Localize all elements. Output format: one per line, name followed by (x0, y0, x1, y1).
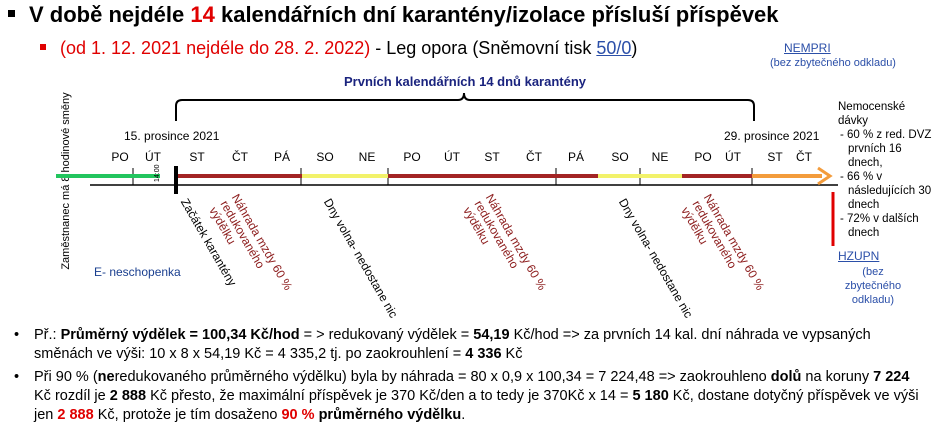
day-label: PÁ (273, 150, 291, 164)
date-start: 15. prosince 2021 (124, 129, 220, 143)
day-label: ÚT (444, 150, 460, 164)
start-time: 14:00 (154, 164, 161, 182)
day-label: ST (767, 150, 783, 164)
arrow-head-icon (817, 166, 833, 186)
nempri-note: (bez zbytečného odkladu) (770, 57, 896, 69)
brace-label: Prvních kalendářních 14 dnů karantény (343, 74, 587, 89)
snemovni-tisk-link[interactable]: 50/0 (596, 38, 632, 58)
nempri-link[interactable]: NEMPRI (784, 41, 831, 55)
day-label: ÚT (145, 150, 161, 164)
day-label: ÚT (725, 150, 741, 164)
note-comparison: Při 90 % (neredukovaného průměrného výdě… (14, 368, 930, 425)
sick-pay-item: - 60 % z red. DVZ prvních 16 dnech, (840, 129, 932, 169)
title-bullet (8, 9, 15, 17)
day-label: ČT (796, 150, 812, 164)
day-label: ČT (526, 150, 542, 164)
day-label: PÁ (567, 150, 585, 164)
note-example: Př.: Průměrný výdělek = 100,34 Kč/hod = … (14, 326, 930, 364)
day-label: SO (316, 150, 334, 164)
sick-pay-heading: Nemocenské dávky (838, 101, 906, 127)
date-end: 29. prosince 2021 (724, 129, 820, 143)
notes: Př.: Průměrný výdělek = 100,34 Kč/hod = … (10, 326, 930, 429)
day-label: ST (189, 150, 205, 164)
day-label: NE (358, 150, 376, 164)
day-label: PO (111, 150, 129, 164)
brace (175, 92, 755, 121)
day-label: NE (651, 150, 669, 164)
hzupn-link[interactable]: HZUPN (838, 249, 880, 263)
day-label: PO (403, 150, 421, 164)
sick-pay-item: - 72% v dalších dnech (840, 213, 919, 239)
subtitle: (od 1. 12. 2021 nejdéle do 28. 2. 2022) … (40, 38, 637, 59)
e-neschopenka-label: E- neschopenka (94, 265, 181, 279)
hzupn-note: (bez zbytečného odkladu) (844, 266, 902, 306)
sick-pay-item: - 66 % v následujících 30 dnech (840, 171, 932, 211)
sick-pay-box: Nemocenské dávky - 60 % z red. DVZ první… (838, 100, 933, 240)
day-label: PO (694, 150, 712, 164)
day-label: SO (611, 150, 629, 164)
day-label: ČT (232, 150, 248, 164)
day-label: ST (484, 150, 500, 164)
page-title: V době nejdéle 14 kalendářních dní karan… (8, 2, 779, 28)
subtitle-bullet (40, 44, 46, 50)
